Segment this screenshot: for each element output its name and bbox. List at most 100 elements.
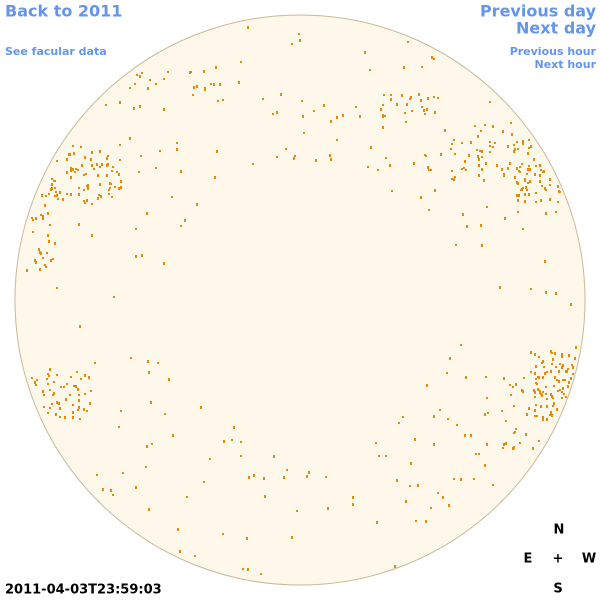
compass-north: N [554,523,565,538]
facula [119,159,121,161]
facula [489,101,491,103]
facula [396,479,398,482]
facula [196,203,198,206]
facula [84,375,86,377]
facula [31,377,33,379]
facula [301,100,303,102]
facula [55,191,57,193]
facula [215,66,217,69]
facula [415,520,417,522]
facula [562,387,564,390]
facula [550,350,552,353]
facula [462,213,464,216]
facula [352,496,354,499]
facula [406,103,408,106]
facula [535,165,537,167]
facula [479,150,481,152]
facula [359,115,361,118]
facula [533,389,535,392]
facula [35,384,37,386]
facula [64,416,66,419]
facula [70,167,72,170]
facula [530,145,532,148]
facula [430,507,432,509]
back-link[interactable]: Back to 2011 [5,2,122,21]
facula [222,533,224,535]
facula [496,164,498,167]
facula [481,156,483,158]
facula-layer [26,26,577,575]
facula [327,507,329,510]
facula [567,368,569,370]
facula [480,224,482,227]
facula [233,426,235,429]
facula [534,396,536,398]
facula [52,258,54,260]
facula [484,124,486,126]
facula [293,157,295,160]
facula [276,156,278,158]
facula [461,142,463,144]
facula [285,148,287,150]
facula [44,204,46,207]
facula [454,153,456,155]
facula [130,357,132,359]
facula [100,195,102,198]
facula [219,83,221,86]
facula [549,184,551,186]
facula [87,184,89,187]
facula [108,193,110,195]
facula [492,484,494,486]
facula [557,185,559,188]
facula [561,355,563,358]
next-day-link[interactable]: Next day [516,19,597,38]
facula [108,189,110,191]
facula [147,360,149,363]
facula [77,409,79,411]
facula [558,370,560,373]
facula [296,510,298,512]
facular-link[interactable]: See facular data [5,45,107,58]
facula [81,164,83,167]
facula [122,472,124,474]
facula [570,377,572,380]
facula [474,125,476,127]
facula [140,155,142,157]
facula [486,206,488,208]
facula [527,182,529,184]
facula [463,167,465,169]
next-hour-link[interactable]: Next hour [535,58,597,71]
facula [537,388,539,391]
facula [260,573,262,575]
facula [376,521,378,524]
facula [147,87,149,90]
facula [155,83,157,85]
previous-hour-link[interactable]: Previous hour [510,45,597,58]
facula [549,198,551,201]
facula [149,79,151,81]
previous-day-link[interactable]: Previous day [480,2,597,21]
facula [527,168,529,171]
facula [423,109,425,112]
facula [401,94,403,97]
facula [534,353,536,356]
facula [545,291,547,294]
facula [53,392,55,395]
facula [530,351,532,354]
facula [48,193,50,195]
facula [517,148,519,150]
facula [83,408,85,411]
facula [515,383,517,386]
facula [570,303,572,306]
facula [542,376,544,379]
facula [38,248,40,251]
facula [413,162,415,165]
facula [526,173,528,175]
facula [329,154,331,157]
facula [517,211,519,213]
facula [489,145,491,147]
facula [200,406,202,409]
facula [370,146,372,149]
facula [528,407,530,410]
compass-south: S [553,582,562,597]
